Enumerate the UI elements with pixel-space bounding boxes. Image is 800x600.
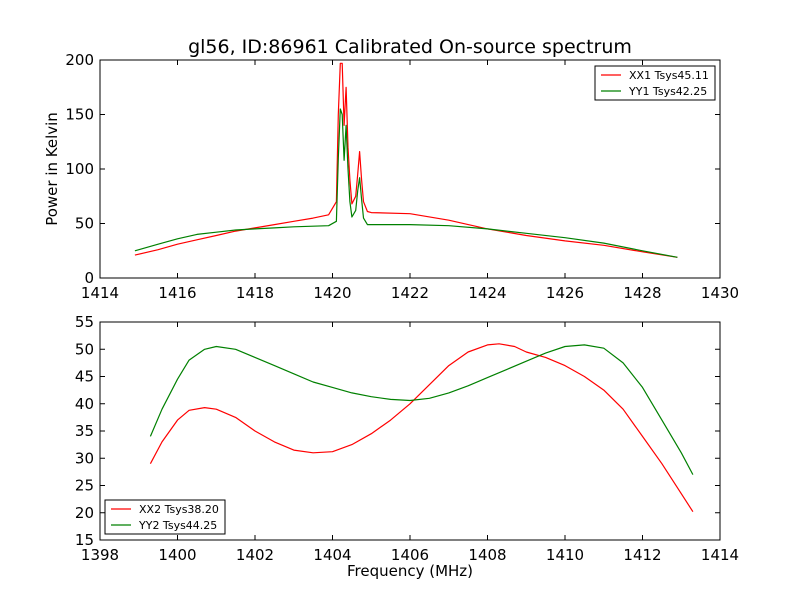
bottom-legend-label-1: XX2 Tsys38.20 [139, 503, 219, 516]
top-y-tick-label: 150 [65, 106, 94, 124]
top-legend-label-2: YY1 Tsys42.25 [628, 85, 707, 98]
top-y-tick-label: 200 [65, 51, 94, 69]
top-legend: XX1 Tsys45.11 YY1 Tsys42.25 [594, 65, 716, 101]
bottom-y-tick-label: 15 [75, 531, 94, 549]
top-x-tick-label: 1430 [701, 284, 739, 302]
top-legend-label-1: XX1 Tsys45.11 [629, 69, 709, 82]
top-x-tick-label: 1416 [158, 284, 196, 302]
bottom-y-tick-label: 45 [75, 368, 94, 386]
top-x-tick-label: 1424 [468, 284, 506, 302]
top-x-tick-label: 1426 [546, 284, 584, 302]
bottom-y-tick-label: 20 [75, 504, 94, 522]
bottom-series-line-2 [149, 344, 694, 475]
bottom-x-tick-label: 1406 [391, 546, 429, 564]
bottom-x-tick-label: 1404 [313, 546, 351, 564]
chart-title: gl56, ID:86961 Calibrated On-source spec… [188, 36, 632, 58]
top-y-tick-label: 100 [65, 160, 94, 178]
top-x-tick-label: 1414 [81, 284, 119, 302]
top-plot: 1414 1416 1418 1420 1422 1424 1426 1428 1430 0 50 1… [65, 51, 739, 302]
bottom-y-tick-label: 35 [75, 422, 94, 440]
bottom-x-tick-label: 1408 [468, 546, 506, 564]
bottom-x-tick-label: 1414 [701, 546, 739, 564]
top-series-line-2 [134, 108, 678, 258]
top-x-tick-label: 1420 [313, 284, 351, 302]
top-y-axis-label: Power in Kelvin [43, 112, 61, 226]
top-y-tick-label: 50 [75, 215, 94, 233]
bottom-plot: 1398 1400 1402 1404 1406 1408 1410 1412 1414 15 20… [75, 313, 739, 564]
top-legend-box [594, 65, 716, 101]
bottom-x-tick-label: 1412 [623, 546, 661, 564]
bottom-y-tick-label: 25 [75, 477, 94, 495]
bottom-y-tick-label: 55 [75, 313, 94, 331]
top-x-tick-label: 1428 [623, 284, 661, 302]
bottom-x-tick-label: 1400 [158, 546, 196, 564]
bottom-y-tick-label: 30 [75, 449, 94, 467]
bottom-x-tick-label: 1398 [81, 546, 119, 564]
bottom-y-tick-label: 50 [75, 340, 94, 358]
bottom-series-line-1 [149, 343, 694, 513]
bottom-x-tick-label: 1402 [236, 546, 274, 564]
bottom-legend-box [104, 499, 226, 535]
bottom-legend-label-2: YY2 Tsys44.25 [138, 519, 217, 532]
top-y-tick-label: 0 [84, 269, 94, 287]
bottom-x-tick-label: 1410 [546, 546, 584, 564]
bottom-legend: XX2 Tsys38.20 YY2 Tsys44.25 [104, 499, 226, 535]
top-x-tick-label: 1418 [236, 284, 274, 302]
bottom-y-tick-label: 40 [75, 395, 94, 413]
bottom-x-axis-label: Frequency (MHz) [347, 562, 473, 580]
top-x-tick-label: 1422 [391, 284, 429, 302]
